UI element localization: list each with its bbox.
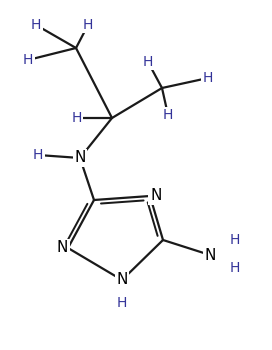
Text: H: H — [230, 261, 240, 275]
Text: N: N — [57, 240, 68, 256]
Text: N: N — [74, 150, 86, 166]
Text: H: H — [33, 148, 43, 162]
Text: N: N — [204, 247, 216, 262]
Text: H: H — [143, 55, 153, 69]
Text: H: H — [230, 233, 240, 247]
Text: H: H — [31, 18, 41, 32]
Text: H: H — [23, 53, 33, 67]
Text: H: H — [117, 296, 127, 310]
Text: H: H — [163, 108, 173, 122]
Text: H: H — [203, 71, 213, 85]
Text: N: N — [150, 189, 161, 203]
Text: H: H — [83, 18, 93, 32]
Text: N: N — [116, 273, 128, 287]
Text: H: H — [72, 111, 82, 125]
